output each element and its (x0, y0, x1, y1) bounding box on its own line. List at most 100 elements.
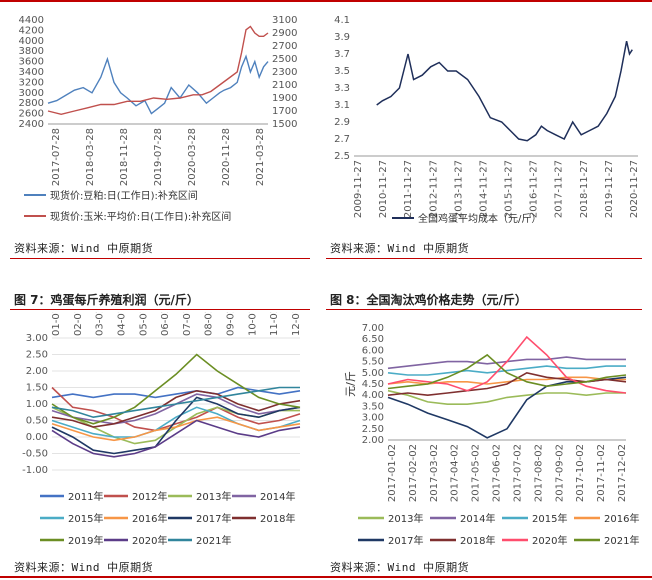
legend-label: 2018年 (460, 534, 495, 547)
series-line (51, 396, 301, 455)
x-tick-label: 2017-09-02 (554, 444, 565, 502)
y-right-tick-label: 2900 (272, 28, 297, 39)
legend-label: 2021年 (604, 534, 639, 547)
fig8-chart: 2.00 2.50 3.00 3.50 4.00 4.50 5.00 5.50 6.00 6.50… (326, 312, 652, 556)
x-tick-label: 2017-05-02 (471, 444, 482, 502)
series-line (51, 419, 301, 458)
x-tick-label: 02-01 (73, 312, 84, 336)
x-tick-label: 2017-06-02 (492, 444, 503, 502)
y-left-tick-label: 2600 (19, 109, 44, 120)
series-line (387, 335, 627, 394)
source-3: 资料来源：Wind 中原期货 (14, 561, 154, 574)
series-line (387, 365, 626, 376)
series-line (51, 353, 301, 425)
x-tick-label: 2017-07-28 (51, 128, 62, 186)
x-tick-label: 05-01 (138, 312, 149, 336)
x-tick-label: 2013-11-27 (453, 160, 464, 218)
y-tick-label: 3.1 (334, 100, 350, 111)
y-right-tick-label: 2300 (272, 67, 297, 78)
x-tick-label: 2019-07-28 (153, 128, 164, 186)
y-tick-label: 3.7 (334, 49, 350, 60)
y-left-tick-label: 3000 (19, 88, 44, 99)
y-tick-label: 3.5 (334, 66, 350, 77)
x-tick-label: 2015-11-27 (504, 160, 515, 218)
y-left-tick-label: 3800 (19, 46, 44, 57)
y-tick-label: -0.50 (22, 449, 48, 460)
legend-label: 2013年 (196, 490, 231, 503)
series-line (387, 353, 627, 390)
series-line (51, 389, 301, 428)
legend-label: 2016年 (604, 512, 639, 525)
legend-label: 现货价:玉米:平均价:日(工作日):补充区间 (50, 210, 231, 223)
y-tick-label: 4.00 (362, 390, 384, 401)
x-tick-label: 08-01 (204, 312, 215, 336)
series-line (47, 54, 269, 115)
legend-label: 2020年 (132, 534, 167, 547)
fig7-title: 图 7：鸡蛋每斤养殖利润（元/斤） (14, 293, 199, 307)
y-tick-label: 2.9 (334, 117, 350, 128)
y-left-tick-label: 4200 (19, 25, 44, 36)
x-tick-label: 07-01 (182, 312, 193, 336)
legend-label: 现货价:豆粕:日(工作日):补充区间 (50, 189, 198, 202)
y-right-tick-label: 2100 (272, 80, 297, 91)
legend-label: 2017年 (196, 512, 231, 525)
y-tick-label: 3.50 (362, 401, 384, 412)
legend-label: 2018年 (260, 512, 295, 525)
legend-label: 2017年 (388, 534, 423, 547)
x-tick-label: 04-01 (116, 312, 127, 336)
y-left-tick-label: 4400 (19, 15, 44, 26)
x-tick-label: 11-01 (269, 312, 280, 336)
x-tick-label: 12-01 (291, 312, 302, 336)
x-tick-label: 2017-03-02 (429, 444, 440, 502)
series-line (51, 386, 301, 432)
x-tick-label: 2017-11-27 (554, 160, 565, 218)
x-tick-label: 10-01 (247, 312, 258, 336)
x-tick-label: 2020-11-27 (629, 160, 640, 218)
x-tick-label: 2018-11-28 (119, 128, 130, 186)
divider-fig8 (326, 309, 642, 310)
y-tick-label: 5.50 (362, 357, 384, 368)
x-tick-label: 2018-03-28 (85, 128, 96, 186)
y-tick-label: 3.9 (334, 32, 350, 43)
legend-label: 2011年 (68, 490, 103, 503)
y-tick-label: 2.7 (334, 134, 350, 145)
y-tick-label: 4.1 (334, 15, 350, 26)
y-tick-label: 1.50 (26, 383, 48, 394)
y-left-tick-label: 2800 (19, 98, 44, 109)
y-tick-label: 5.00 (362, 368, 384, 379)
y-tick-label: 0.50 (26, 416, 48, 427)
y-tick-label: 3.3 (334, 83, 350, 94)
x-tick-label: 2017-12-02 (617, 444, 628, 502)
x-tick-label: 01-01 (51, 312, 62, 336)
x-tick-label: 2017-10-02 (575, 444, 586, 502)
y-tick-label: 7.00 (362, 323, 384, 334)
x-tick-label: 2018-11-27 (579, 160, 590, 218)
y-tick-label: 2.5 (334, 151, 350, 162)
y-right-tick-label: 2700 (272, 41, 297, 52)
x-tick-label: 2017-08-02 (533, 444, 544, 502)
y-tick-label: 2.50 (26, 350, 48, 361)
legend-label: 2020年 (532, 534, 567, 547)
y-tick-label: 6.00 (362, 345, 384, 356)
legend-label: 2016年 (132, 512, 167, 525)
y-tick-label: 2.00 (362, 435, 384, 446)
y-left-tick-label: 4000 (19, 36, 44, 47)
y-tick-label: 3.00 (26, 333, 48, 344)
fig7-svg: -1.00 -0.50 0.00 0.50 1.00 1.50 2.00 2.50 3.0001… (22, 307, 302, 547)
x-tick-label: 2017-11-02 (596, 444, 607, 502)
legend-label: 2019年 (68, 534, 103, 547)
egg-cost-svg: 2.5 2.7 2.9 3.1 3.3 3.5 3.7 3.9 4.1 2009-11-27 201… (334, 15, 640, 225)
x-tick-label: 2017-01-02 (387, 444, 398, 502)
y-tick-label: 4.50 (362, 379, 384, 390)
legend-label: 2013年 (388, 512, 423, 525)
y-tick-label: 0.00 (26, 432, 48, 443)
x-tick-label: 2019-11-27 (604, 160, 615, 218)
y-tick-label: 3.00 (362, 413, 384, 424)
x-tick-label: 2017-07-02 (512, 444, 523, 502)
legend-label: 2012年 (132, 490, 167, 503)
fig8-svg: 2.002.503.003.504.004.505.005.506.006.50… (344, 323, 639, 547)
x-tick-label: 03-01 (95, 312, 106, 336)
y-right-tick-label: 1700 (272, 106, 297, 117)
x-tick-label: 2012-11-27 (428, 160, 439, 218)
y-tick-label: 6.50 (362, 334, 384, 345)
